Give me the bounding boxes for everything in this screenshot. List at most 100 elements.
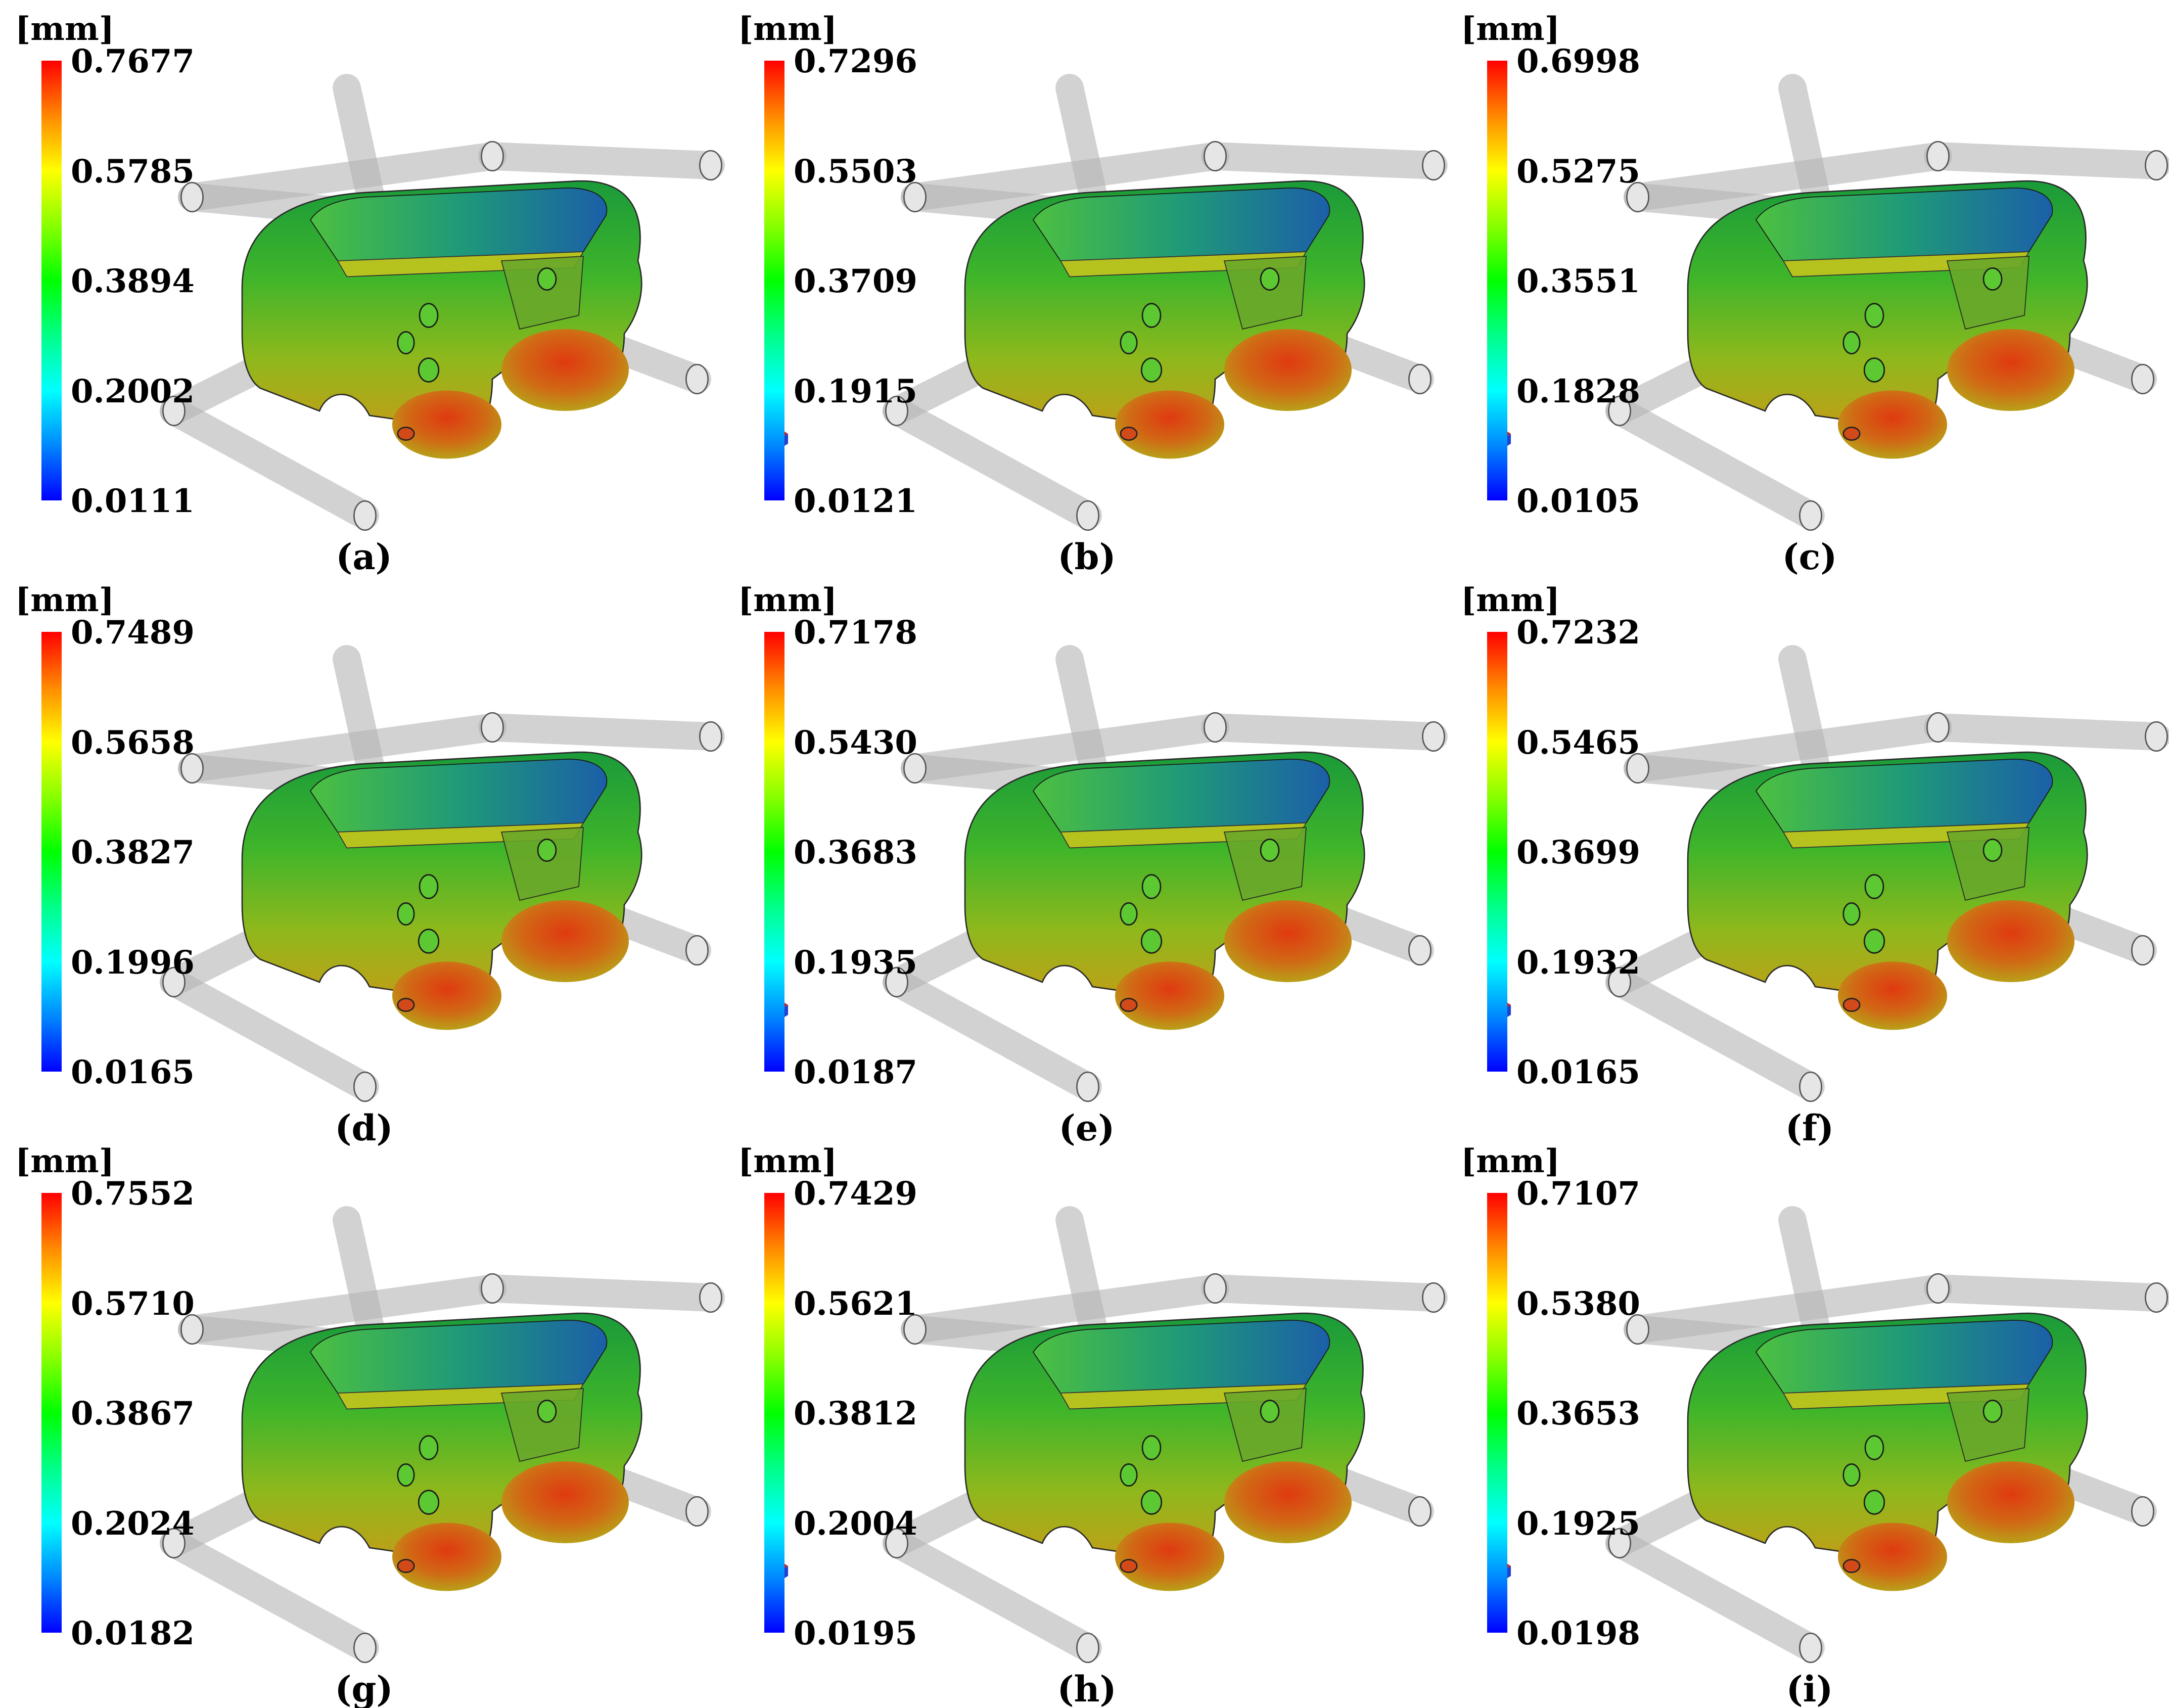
colorbar-tick-label: 0.7489 <box>71 614 195 652</box>
rod-end-cap <box>180 753 204 784</box>
rod-end-cap <box>699 150 722 181</box>
colorbar-tick-label: 0.7677 <box>71 42 195 80</box>
rod-end-cap <box>1608 1528 1631 1559</box>
rod-end-cap <box>885 395 908 427</box>
panel: [mm] 0.6998 0.5275 0.3551 0.1828 0.0105 (c) <box>1446 0 2169 578</box>
hotspot-front-lobe <box>1838 1522 1947 1591</box>
unit-label: [mm] <box>738 1142 837 1180</box>
colorbar-tick-label: 0.3699 <box>1516 834 1640 871</box>
casting-boss <box>1120 427 1138 441</box>
casting-deformation-model <box>1605 74 2169 531</box>
casting-hole <box>1140 357 1163 383</box>
panel: [mm] 0.7552 0.5710 0.3867 0.2024 0.0182 (g) <box>0 1132 788 1708</box>
rod-end-cap <box>2131 935 2154 966</box>
casting-hole <box>1982 267 2003 291</box>
rod-end-cap <box>2145 1282 2168 1313</box>
panel: [mm] 0.7178 0.5430 0.3683 0.1935 0.0187 (e) <box>723 571 1511 1149</box>
rod-lower-diagonal <box>160 968 379 1101</box>
casting-hole <box>1842 902 1861 926</box>
colorbar-tick-label: 0.3827 <box>71 834 195 871</box>
casting-side-recess <box>1223 256 1307 330</box>
hotspot-right-lobe <box>501 1461 629 1543</box>
rod-end-cap <box>1076 500 1099 531</box>
rod-end-cap <box>353 1632 377 1664</box>
hotspot-front-lobe <box>1115 390 1224 459</box>
colorbar-tick-label: 0.7429 <box>794 1175 917 1213</box>
rod-end-cap <box>1799 500 1822 531</box>
rod-end-cap <box>685 363 709 395</box>
unit-label: [mm] <box>15 10 114 48</box>
colorbar-tick-label: 0.0165 <box>1516 1053 1640 1091</box>
colorbar <box>1487 61 1507 500</box>
colorbar-tick-label: 0.0121 <box>794 482 917 520</box>
hotspot-right-lobe <box>501 900 629 982</box>
casting-boss <box>1842 427 1861 441</box>
hotspot-front-lobe <box>1838 390 1947 459</box>
panel: [mm] 0.7429 0.5621 0.3812 0.2004 0.0195 (h) <box>723 1132 1511 1708</box>
colorbar-tick-label: 0.1996 <box>71 943 195 982</box>
casting-top-opening <box>309 188 608 261</box>
rod-end-cap <box>162 1528 186 1559</box>
panel-caption: (g) <box>335 1668 393 1708</box>
unit-label: [mm] <box>738 10 837 48</box>
casting-hole <box>1140 929 1163 954</box>
casting-boss <box>397 998 415 1012</box>
hotspot-right-lobe <box>1947 329 2074 411</box>
rod-end-cap <box>885 1528 908 1559</box>
rod-end-cap <box>353 1071 377 1102</box>
casting-deformation-model <box>1605 1206 2169 1664</box>
rod-end-cap <box>2131 363 2154 395</box>
panel-caption: (c) <box>1782 536 1837 578</box>
colorbar-tick-label: 0.7296 <box>794 42 917 80</box>
casting-top-opening <box>1755 188 2053 261</box>
rod-end-cap <box>1626 181 1649 213</box>
casting-side-recess <box>1946 1388 2029 1462</box>
panel-caption: (h) <box>1057 1668 1117 1708</box>
rod-lower-diagonal <box>160 1529 379 1662</box>
rod-end-cap <box>1926 712 1950 743</box>
colorbar <box>41 1193 62 1633</box>
rod-upper-right <box>1924 1274 2169 1312</box>
casting-side-recess <box>1946 827 2029 901</box>
rod-lower-diagonal <box>1605 1529 1825 1662</box>
rod-end-cap <box>481 712 504 743</box>
colorbar-tick-label: 0.7178 <box>794 614 917 652</box>
colorbar-tick-label: 0.5430 <box>794 723 917 762</box>
colorbar <box>764 1193 784 1633</box>
casting-hole <box>1260 1400 1280 1423</box>
rod-end-cap <box>1204 141 1227 172</box>
rod-upper-right <box>1201 1274 1448 1312</box>
colorbar-tick-label: 0.5275 <box>1516 152 1640 191</box>
rod-end-cap <box>162 966 186 998</box>
rod-end-cap <box>1204 712 1227 743</box>
casting-hole <box>418 1490 440 1515</box>
casting-hole <box>419 1435 439 1460</box>
casting-hole <box>419 874 439 899</box>
colorbar-tick-label: 0.7107 <box>1516 1175 1640 1213</box>
casting-hole <box>419 303 439 328</box>
rod-end-cap <box>1076 1632 1099 1664</box>
rod-end-cap <box>2145 150 2168 181</box>
rod-upper-right <box>478 713 725 751</box>
colorbar-tick-label: 0.2004 <box>794 1504 917 1543</box>
colorbar-tick-label: 0.0111 <box>71 482 195 520</box>
unit-label: [mm] <box>15 1142 114 1180</box>
hotspot-right-lobe <box>1947 900 2074 982</box>
panel-caption: (d) <box>335 1107 393 1149</box>
rod-end-cap <box>903 1314 927 1345</box>
rod-upper-right <box>1924 713 2169 751</box>
rod-lower-diagonal <box>1605 397 1825 530</box>
rod-end-cap <box>1422 721 1445 752</box>
colorbar-tick-label: 0.0195 <box>794 1614 917 1652</box>
colorbar-tick-label: 0.2002 <box>71 372 195 410</box>
hotspot-front-lobe <box>1115 961 1224 1030</box>
casting-deformation-model <box>160 74 788 531</box>
colorbar-tick-label: 0.1935 <box>794 943 917 982</box>
casting-hole <box>418 929 440 954</box>
casting-top-opening <box>1032 1320 1330 1394</box>
rod-end-cap <box>1799 1071 1822 1102</box>
casting-top-opening <box>309 1320 608 1394</box>
casting-side-recess <box>500 256 584 330</box>
colorbar-tick-label: 0.5465 <box>1516 723 1640 762</box>
rod-end-cap <box>1204 1273 1227 1304</box>
